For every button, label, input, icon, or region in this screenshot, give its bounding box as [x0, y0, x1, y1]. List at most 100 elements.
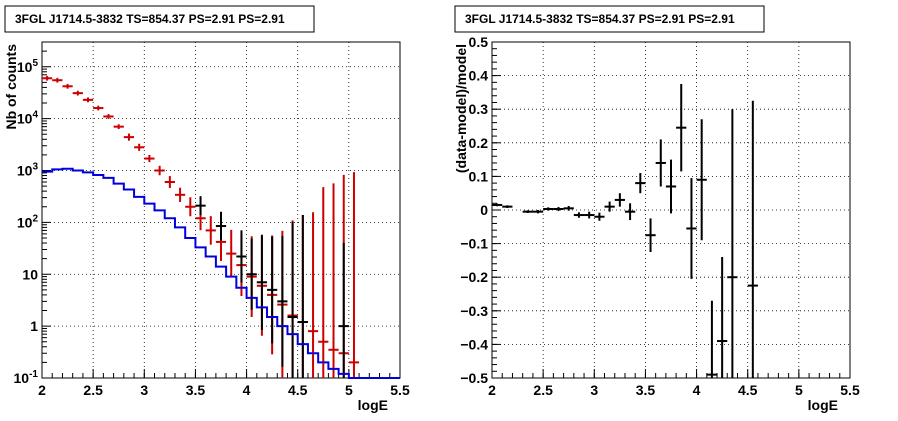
- residual-point: [706, 300, 718, 378]
- data-point: [52, 77, 63, 83]
- x-tick-label: 3.5: [636, 382, 656, 398]
- residual-point: [727, 109, 738, 378]
- data-point: [62, 83, 73, 89]
- x-tick-label: 2.5: [533, 382, 553, 398]
- y-tick-label: −0.3: [460, 303, 488, 319]
- residual-point: [543, 207, 554, 211]
- model-step-line: [42, 167, 400, 379]
- residual-point: [584, 211, 595, 219]
- residual-point: [553, 206, 564, 212]
- reference-point: [246, 238, 257, 310]
- data-point: [205, 216, 216, 245]
- residual-point: [563, 205, 574, 211]
- y-tick-label: 0: [480, 202, 488, 218]
- x-tick-label: 4: [693, 382, 701, 398]
- y-tick-label: 105: [17, 58, 39, 75]
- y-tick-label: 103: [17, 162, 39, 179]
- data-point: [103, 114, 114, 119]
- y-tick-label: 10-1: [14, 369, 39, 386]
- residual-point: [492, 203, 503, 207]
- x-axis-title: logE: [808, 397, 838, 413]
- data-point: [82, 97, 94, 103]
- data-point: [42, 75, 53, 81]
- y-tick-label: 1: [30, 318, 38, 334]
- reference-point: [338, 242, 349, 378]
- data-point: [185, 197, 196, 217]
- data-point: [134, 143, 145, 151]
- x-tick-label: 3.5: [186, 382, 206, 398]
- residual-point: [522, 210, 533, 214]
- x-tick-label: 4: [243, 382, 251, 398]
- title-box: [454, 5, 765, 33]
- residual-point: [676, 84, 687, 172]
- y-tick-label: 0.1: [469, 168, 489, 184]
- data-point: [123, 133, 135, 141]
- reference-point: [195, 196, 206, 216]
- x-tick-label: 5.5: [390, 382, 410, 398]
- reference-point: [267, 236, 278, 344]
- reference-point: [297, 215, 308, 378]
- reference-point: [236, 230, 247, 283]
- data-point: [328, 183, 339, 378]
- residual-point: [604, 201, 615, 212]
- data-point: [72, 90, 83, 96]
- x-axis-title: logE: [358, 397, 388, 413]
- data-point: [174, 187, 186, 202]
- residual-point: [502, 205, 513, 208]
- data-point: [348, 172, 360, 378]
- y-tick-label: 0.3: [469, 101, 489, 117]
- data-point: [144, 154, 155, 163]
- counts-panel: 3FGL J1714.5-3832 TS=854.37 PS=2.91 PS=2…: [3, 5, 410, 413]
- title-box: [4, 5, 315, 33]
- data-point: [113, 124, 124, 130]
- reference-point: [256, 234, 268, 330]
- data-point: [307, 212, 319, 378]
- data-point: [164, 176, 175, 188]
- y-axis-title: Nb of counts: [3, 44, 19, 130]
- residual-point: [635, 173, 646, 194]
- residual-panel: 3FGL J1714.5-3832 TS=854.37 PS=2.91 PS=2…: [453, 5, 860, 413]
- residual-point: [686, 178, 697, 279]
- y-tick-label: 102: [17, 213, 39, 230]
- reference-point: [277, 235, 288, 367]
- x-tick-label: 5: [345, 382, 353, 398]
- x-tick-label: 4.5: [738, 382, 758, 398]
- residual-point: [594, 212, 605, 221]
- residual-point: [747, 100, 758, 378]
- x-tick-label: 2: [488, 382, 496, 398]
- x-tick-label: 2: [38, 382, 46, 398]
- y-tick-label: −0.4: [460, 336, 488, 352]
- y-tick-label: 10: [22, 266, 38, 282]
- chart-title: 3FGL J1714.5-3832 TS=854.37 PS=2.91 PS=2…: [465, 12, 735, 26]
- reference-point: [215, 211, 227, 241]
- data-point: [93, 105, 104, 111]
- residual-point: [645, 218, 656, 252]
- residual-point: [696, 119, 707, 241]
- x-tick-label: 4.5: [288, 382, 308, 398]
- residual-point: [624, 203, 636, 221]
- y-tick-label: −0.2: [460, 269, 488, 285]
- residual-point: [717, 257, 728, 378]
- y-tick-label: −0.1: [460, 236, 488, 252]
- reference-point: [287, 221, 298, 378]
- x-tick-label: 5: [795, 382, 803, 398]
- residual-point: [614, 193, 625, 207]
- y-tick-label: 0.4: [469, 68, 489, 84]
- y-tick-label: 0.5: [469, 34, 489, 50]
- y-tick-label: −0.5: [460, 370, 488, 386]
- plot-frame: [491, 41, 851, 379]
- plot-frame: [41, 41, 401, 379]
- y-tick-label: 0.2: [469, 135, 489, 151]
- x-tick-label: 3: [140, 382, 148, 398]
- residual-point: [573, 212, 585, 218]
- y-axis-title: (data-model)/model: [453, 44, 469, 173]
- residual-point: [665, 159, 677, 214]
- residual-point: [532, 210, 544, 214]
- x-tick-label: 2.5: [83, 382, 103, 398]
- chart-title: 3FGL J1714.5-3832 TS=854.37 PS=2.91 PS=2…: [15, 12, 285, 26]
- data-point: [226, 229, 237, 278]
- y-tick-label: 104: [17, 110, 39, 127]
- x-tick-label: 3: [590, 382, 598, 398]
- data-point: [154, 165, 165, 176]
